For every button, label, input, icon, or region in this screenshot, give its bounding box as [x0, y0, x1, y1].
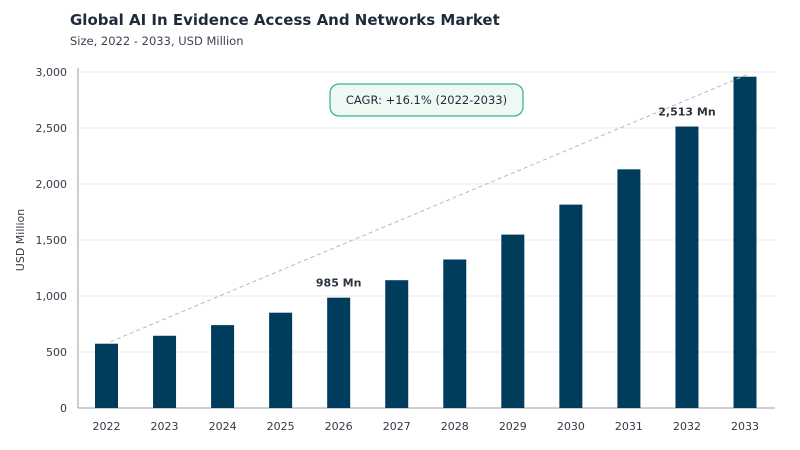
bar-2022	[95, 343, 118, 408]
bar-2024	[211, 325, 235, 408]
bar-2030	[559, 204, 583, 408]
y-tick-label: 2,000	[36, 178, 68, 191]
chart-subtitle: Size, 2022 - 2033, USD Million	[70, 34, 244, 48]
x-tick-label: 2032	[673, 420, 701, 433]
x-tick-label: 2026	[325, 420, 353, 433]
y-tick-label: 500	[46, 346, 67, 359]
x-tick-label: 2033	[731, 420, 759, 433]
x-tick-label: 2027	[383, 420, 411, 433]
bar-2029	[501, 234, 525, 408]
cagr-trend-line	[110, 74, 748, 343]
x-tick-label: 2030	[557, 420, 585, 433]
x-tick-label: 2029	[499, 420, 527, 433]
y-tick-label: 0	[60, 402, 67, 415]
cagr-badge	[329, 83, 524, 117]
x-tick-label: 2023	[151, 420, 179, 433]
bar-2032	[675, 126, 699, 408]
data-label: 2,513 Mn	[658, 106, 715, 119]
bar-2026	[327, 297, 351, 408]
x-tick-label: 2028	[441, 420, 469, 433]
bar-2025	[269, 312, 293, 408]
y-axis-label: USD Million	[14, 209, 27, 271]
y-tick-label: 3,000	[36, 66, 68, 79]
y-tick-label: 1,500	[36, 234, 68, 247]
bar-2028	[443, 259, 467, 408]
bar-2023	[153, 335, 177, 408]
data-label: 985 Mn	[316, 277, 362, 290]
chart-title: Global AI In Evidence Access And Network…	[70, 11, 500, 29]
x-tick-label: 2025	[267, 420, 295, 433]
bar-2027	[385, 280, 409, 408]
x-tick-label: 2024	[209, 420, 237, 433]
x-tick-label: 2022	[93, 420, 121, 433]
bar-2033	[733, 76, 757, 408]
y-tick-label: 1,000	[36, 290, 68, 303]
x-tick-label: 2031	[615, 420, 643, 433]
y-tick-label: 2,500	[36, 122, 68, 135]
bar-2031	[617, 169, 641, 408]
cagr-label: CAGR: +16.1% (2022-2033)	[346, 93, 507, 107]
